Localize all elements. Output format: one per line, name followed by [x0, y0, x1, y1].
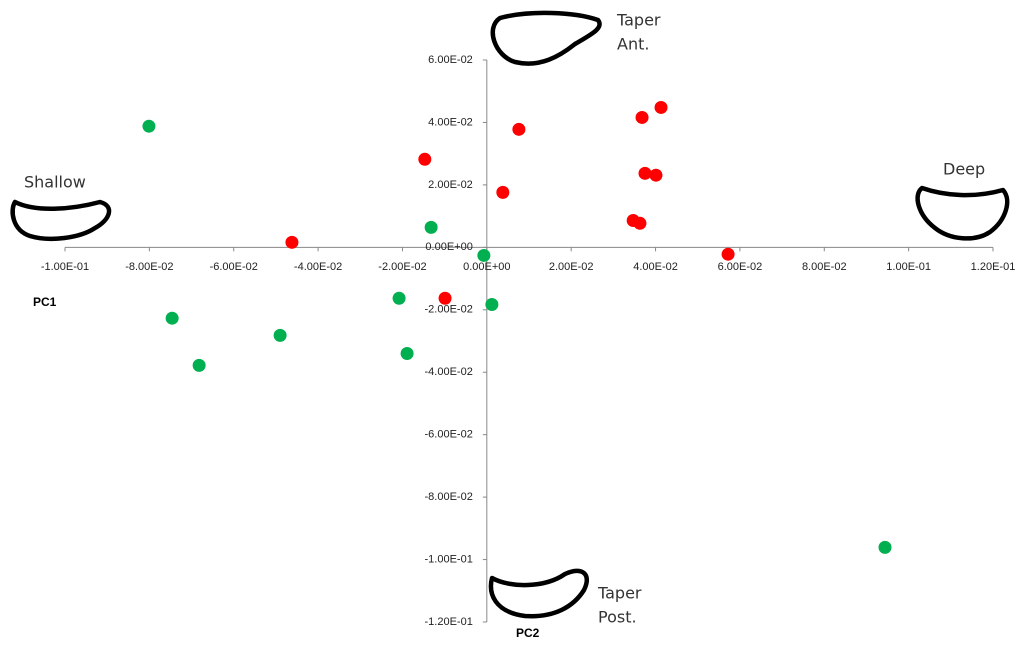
y-tick-label: -4.00E-02	[425, 366, 473, 378]
y-tick-label: 0.00E+00	[425, 241, 472, 253]
point	[649, 169, 662, 182]
x-tick-label: -6.00E-02	[210, 261, 258, 273]
point	[418, 153, 431, 166]
x-tick-label: 1.00E-01	[886, 261, 931, 273]
x-tick-label: -4.00E-02	[294, 261, 342, 273]
y-tick-label: 4.00E-02	[428, 116, 473, 128]
shape-deep	[918, 188, 1008, 238]
point	[879, 541, 892, 554]
y-tick-label: 6.00E-02	[428, 54, 473, 66]
x-tick-label: 4.00E-02	[633, 261, 678, 273]
x-tick-label: -1.00E-01	[41, 261, 89, 273]
annotation: Taper	[616, 11, 661, 30]
x-tick-label: 8.00E-02	[802, 261, 847, 273]
point	[636, 111, 649, 124]
y-tick-label: -1.00E-01	[425, 553, 473, 565]
point	[166, 312, 179, 325]
point	[722, 248, 735, 261]
point	[477, 249, 490, 262]
shape-taper-ant	[493, 13, 600, 64]
x-tick-label: 6.00E-02	[718, 261, 763, 273]
point	[142, 120, 155, 133]
point	[485, 298, 498, 311]
annotation: Post.	[598, 608, 637, 627]
x-tick-label: -8.00E-02	[125, 261, 173, 273]
y-axis-label: PC2	[516, 626, 540, 640]
y-tick-label: -6.00E-02	[425, 429, 473, 441]
point	[496, 186, 509, 199]
shape-taper-post	[491, 571, 587, 616]
y-tick-label: -8.00E-02	[425, 491, 473, 503]
shape-shallow	[13, 202, 109, 239]
x-tick-label: 1.20E-01	[971, 261, 1016, 273]
point	[193, 359, 206, 372]
point	[512, 123, 525, 136]
point	[633, 217, 646, 230]
point	[285, 236, 298, 249]
point	[639, 167, 652, 180]
annotation: Shallow	[24, 173, 86, 192]
point	[439, 292, 452, 305]
annotation: Deep	[943, 160, 985, 179]
point	[393, 292, 406, 305]
annotation: Ant.	[617, 35, 649, 54]
point	[401, 347, 414, 360]
x-axis-label: PC1	[33, 295, 57, 309]
point	[655, 101, 668, 114]
y-tick-label: -1.20E-01	[425, 616, 473, 628]
point	[425, 221, 438, 234]
x-tick-label: 0.00E+00	[463, 261, 510, 273]
x-tick-label: 2.00E-02	[549, 261, 594, 273]
y-tick-label: 2.00E-02	[428, 179, 473, 191]
chart: Taper Ant. Deep Shallow Taper Post. PC1 …	[0, 0, 1025, 645]
annotation: Taper	[597, 584, 642, 603]
y-tick-label: -2.00E-02	[425, 304, 473, 316]
point	[274, 329, 287, 342]
x-tick-label: -2.00E-02	[378, 261, 426, 273]
